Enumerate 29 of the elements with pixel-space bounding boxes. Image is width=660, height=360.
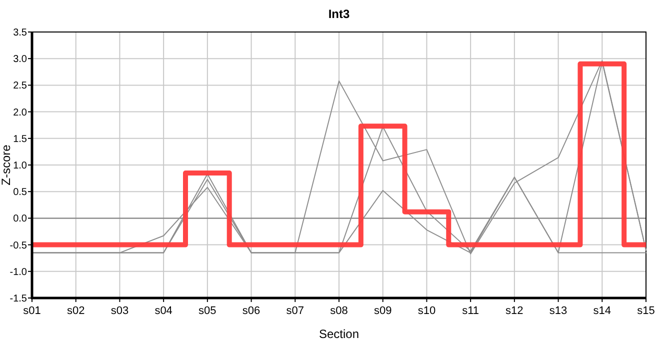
x-tick-label: s06 (242, 305, 260, 317)
y-tick-label: 2.5 (13, 80, 28, 92)
x-tick-label: s09 (374, 305, 392, 317)
x-tick-label: s07 (286, 305, 304, 317)
x-tick-label: s12 (506, 305, 524, 317)
x-tick-label: s03 (110, 305, 129, 317)
x-tick-label: s05 (198, 305, 216, 317)
x-tick-label: s01 (23, 305, 41, 317)
x-tick-label: s11 (462, 305, 480, 317)
y-tick-label: 3.5 (13, 28, 28, 38)
y-axis-title: Z-score (0, 144, 13, 186)
y-tick-label: 2.0 (13, 107, 28, 118)
x-tick-label: s15 (637, 305, 655, 317)
x-tick-label: s14 (593, 305, 612, 317)
y-tick-label: -1.0 (10, 266, 28, 278)
y-tick-label: 1.0 (13, 160, 28, 172)
x-tick-label: s13 (549, 305, 568, 317)
x-tick-label: s10 (418, 305, 436, 317)
x-tick-label: s08 (330, 305, 348, 317)
x-axis-title: Section (318, 327, 360, 341)
x-tick-label: s04 (154, 305, 172, 317)
y-tick-label: -1.5 (10, 294, 28, 304)
chart-title: Int3 (328, 7, 350, 21)
y-tick-label: 3.0 (13, 54, 28, 66)
y-tick-label: 0.5 (13, 187, 28, 198)
x-tick-label: s02 (66, 305, 85, 317)
y-tick-label: 1.5 (13, 134, 28, 145)
y-tick-label: 0.0 (13, 214, 28, 225)
y-tick-label: -0.5 (10, 240, 28, 252)
